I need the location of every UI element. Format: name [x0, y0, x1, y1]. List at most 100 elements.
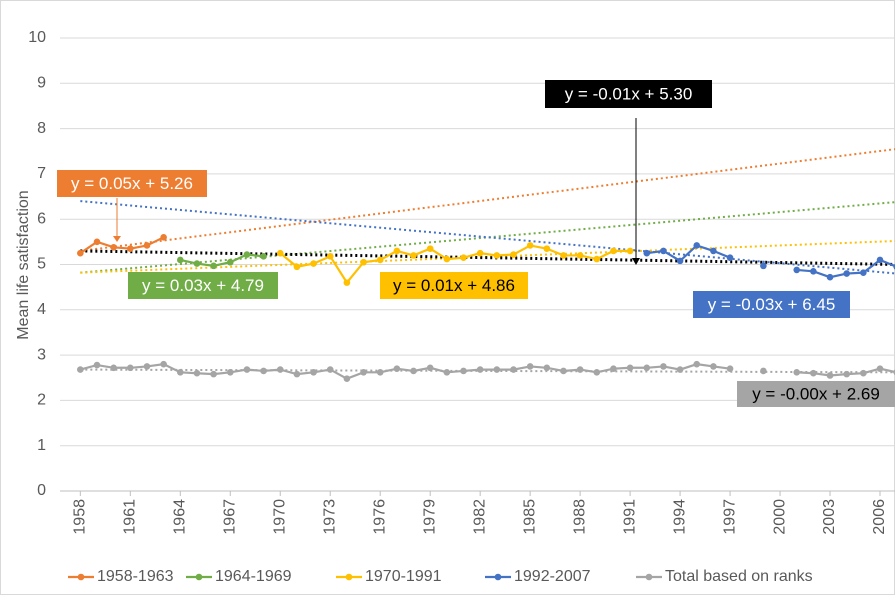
x-tick-label: 1991 — [621, 499, 638, 535]
x-tick-label: 1967 — [221, 499, 238, 535]
data-point — [493, 252, 501, 259]
trendline — [80, 200, 895, 275]
annotation-box — [545, 80, 712, 108]
y-tick-label: 6 — [37, 210, 46, 227]
data-point — [77, 366, 84, 373]
data-point — [626, 364, 634, 372]
data-point — [660, 247, 667, 255]
data-point — [210, 262, 217, 270]
data-point — [360, 258, 367, 266]
data-point — [576, 252, 584, 259]
annotation: y = -0.00x + 2.69 — [752, 384, 880, 403]
data-point — [493, 366, 501, 373]
y-tick-label: 7 — [37, 165, 46, 182]
data-point — [260, 253, 267, 260]
data-point — [193, 369, 201, 377]
data-point — [293, 263, 301, 271]
x-tick-label: 1988 — [571, 499, 588, 535]
data-point — [860, 269, 867, 276]
data-point — [293, 370, 301, 378]
annotation-box — [737, 381, 895, 407]
data-point — [77, 249, 84, 257]
data-point — [510, 366, 517, 373]
annotation-box — [57, 170, 207, 197]
data-point — [426, 245, 434, 252]
data-point — [860, 369, 867, 377]
x-tick-label: 1979 — [421, 499, 438, 535]
data-point — [793, 266, 801, 274]
y-tick-label: 1 — [37, 437, 46, 454]
legend-marker — [345, 573, 353, 581]
data-point — [393, 365, 401, 372]
data-point — [410, 367, 417, 375]
data-point — [176, 256, 184, 264]
y-tick-label: 10 — [28, 29, 46, 46]
annotation: y = 0.03x + 4.79 — [142, 276, 264, 295]
data-point — [660, 363, 667, 370]
legend-label: 1970-1991 — [365, 568, 442, 585]
x-tick-label: 1994 — [671, 499, 688, 535]
annotation: y = 0.05x + 5.26 — [71, 174, 193, 193]
data-point — [393, 247, 401, 255]
legend-marker — [645, 573, 653, 581]
data-point — [326, 253, 334, 260]
x-tick-label: 1976 — [371, 499, 388, 535]
data-point — [693, 360, 701, 368]
x-tick-label: 1964 — [172, 499, 189, 535]
trendline — [80, 148, 895, 252]
data-point — [210, 370, 217, 378]
x-tick-label: 1973 — [321, 499, 338, 535]
annotation: y = -0.03x + 6.45 — [708, 295, 836, 314]
x-tick-label: 2006 — [871, 499, 888, 535]
data-point — [460, 254, 467, 262]
annotation: y = -0.01x + 5.30 — [565, 84, 693, 103]
data-point — [243, 251, 251, 258]
data-point — [593, 369, 601, 376]
data-point — [310, 260, 317, 267]
data-point — [843, 270, 850, 277]
data-point — [876, 256, 884, 264]
data-point — [610, 247, 617, 255]
data-point — [810, 267, 817, 275]
data-point — [876, 365, 884, 372]
data-point — [443, 255, 451, 263]
y-axis-label: Mean life satisfaction — [15, 190, 32, 339]
x-tick-label: 1985 — [521, 499, 538, 535]
data-point — [276, 249, 284, 257]
data-point — [343, 375, 351, 382]
annotation-box — [693, 291, 850, 318]
data-point — [360, 369, 367, 376]
legend-label: 1992-2007 — [514, 568, 591, 585]
data-point — [260, 367, 267, 375]
data-point — [143, 363, 151, 370]
data-point — [343, 279, 351, 286]
data-point — [710, 247, 717, 255]
data-point — [826, 372, 834, 379]
data-point — [676, 366, 684, 373]
data-point — [710, 363, 717, 370]
annotation-box — [380, 272, 528, 299]
data-point — [543, 245, 551, 252]
x-tick-label: 1970 — [271, 499, 288, 535]
x-tick-label: 1958 — [72, 499, 89, 535]
data-point — [410, 252, 417, 259]
x-tick-label: 1997 — [721, 499, 738, 535]
x-tick-label: 1961 — [122, 499, 139, 535]
data-point — [243, 366, 251, 373]
data-point — [226, 369, 234, 376]
annotation-box — [128, 272, 278, 299]
data-point — [676, 257, 684, 265]
data-point — [326, 366, 334, 373]
data-point — [226, 258, 234, 266]
data-point — [726, 365, 734, 372]
data-point — [810, 369, 817, 377]
arrow-head — [113, 236, 121, 242]
data-point — [127, 245, 134, 252]
legend-marker — [77, 573, 85, 581]
arrow-head — [632, 258, 640, 265]
data-point — [476, 366, 484, 373]
data-point — [576, 366, 584, 373]
data-point — [160, 360, 167, 368]
legend-marker — [195, 573, 203, 581]
